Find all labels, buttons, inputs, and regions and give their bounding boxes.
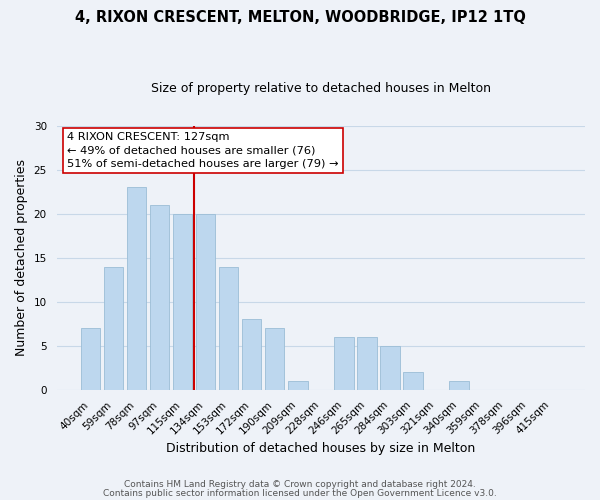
- Bar: [449, 381, 469, 390]
- Bar: [173, 214, 193, 390]
- X-axis label: Distribution of detached houses by size in Melton: Distribution of detached houses by size …: [166, 442, 475, 455]
- Bar: [219, 266, 238, 390]
- Bar: [403, 372, 423, 390]
- Text: Contains HM Land Registry data © Crown copyright and database right 2024.: Contains HM Land Registry data © Crown c…: [124, 480, 476, 489]
- Bar: [104, 266, 123, 390]
- Bar: [288, 381, 308, 390]
- Text: 4, RIXON CRESCENT, MELTON, WOODBRIDGE, IP12 1TQ: 4, RIXON CRESCENT, MELTON, WOODBRIDGE, I…: [74, 10, 526, 25]
- Title: Size of property relative to detached houses in Melton: Size of property relative to detached ho…: [151, 82, 491, 96]
- Bar: [127, 188, 146, 390]
- Text: 4 RIXON CRESCENT: 127sqm
← 49% of detached houses are smaller (76)
51% of semi-d: 4 RIXON CRESCENT: 127sqm ← 49% of detach…: [67, 132, 338, 169]
- Y-axis label: Number of detached properties: Number of detached properties: [15, 160, 28, 356]
- Bar: [357, 337, 377, 390]
- Bar: [149, 205, 169, 390]
- Text: Contains public sector information licensed under the Open Government Licence v3: Contains public sector information licen…: [103, 488, 497, 498]
- Bar: [265, 328, 284, 390]
- Bar: [380, 346, 400, 390]
- Bar: [334, 337, 353, 390]
- Bar: [242, 320, 262, 390]
- Bar: [80, 328, 100, 390]
- Bar: [196, 214, 215, 390]
